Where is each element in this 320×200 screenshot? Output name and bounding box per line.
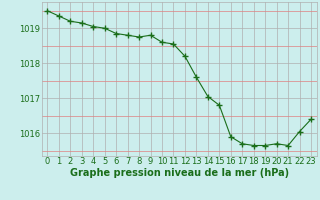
X-axis label: Graphe pression niveau de la mer (hPa): Graphe pression niveau de la mer (hPa): [70, 168, 289, 178]
